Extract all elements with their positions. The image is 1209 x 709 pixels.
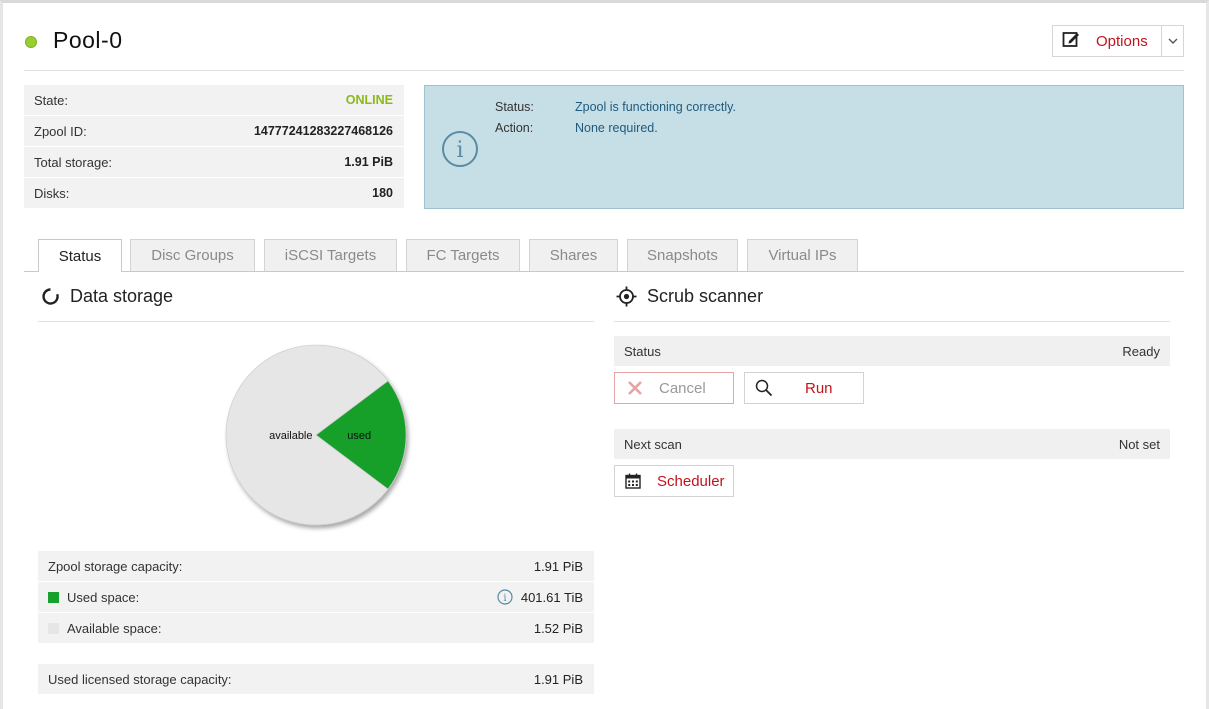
total-storage-value: 1.91 PiB: [344, 155, 393, 169]
chevron-down-icon: [1168, 38, 1177, 44]
run-button[interactable]: Run: [744, 372, 864, 404]
info-label: Disks:: [34, 185, 70, 201]
section-divider: [38, 321, 594, 322]
svg-text:i: i: [456, 138, 463, 163]
data-storage-heading: Data storage: [41, 286, 173, 307]
tab-fc-targets[interactable]: FC Targets: [406, 239, 520, 271]
tab-iscsi-targets[interactable]: iSCSI Targets: [264, 239, 397, 271]
tab-virtual-ips[interactable]: Virtual IPs: [747, 239, 858, 271]
info-icon[interactable]: i: [497, 589, 513, 605]
next-scan-label: Next scan: [624, 436, 682, 452]
tab-shares[interactable]: Shares: [529, 239, 618, 271]
scrub-scanner-title: Scrub scanner: [647, 286, 764, 306]
zpool-capacity-value: 1.91 PiB: [533, 558, 583, 574]
pie-slice-used: [315, 380, 407, 490]
cancel-button[interactable]: Cancel: [614, 372, 734, 404]
info-row-state: State: ONLINE: [24, 85, 404, 115]
info-label: State:: [34, 92, 68, 108]
pool-status-indicator: [25, 36, 37, 48]
tab-bar: Status Disc Groups iSCSI Targets FC Targ…: [24, 239, 1184, 272]
status-alert: i Status: Zpool is functioning correctly…: [424, 85, 1184, 209]
pie-label-available: available: [269, 430, 312, 442]
tab-disc-groups[interactable]: Disc Groups: [130, 239, 255, 271]
info-label: Zpool ID:: [34, 123, 87, 139]
available-space-row: Available space: 1.52 PiB: [38, 613, 594, 643]
info-row-disks: Disks: 180: [24, 178, 404, 208]
info-row-total-storage: Total storage: 1.91 PiB: [24, 147, 404, 177]
scheduler-button[interactable]: Scheduler: [614, 465, 734, 497]
used-space-row: Used space: i 401.61 TiB: [38, 582, 594, 612]
options-button[interactable]: Options: [1053, 26, 1161, 56]
alert-action-value: None required.: [575, 120, 658, 135]
zpool-capacity-label: Zpool storage capacity:: [48, 558, 183, 574]
run-label: Run: [805, 379, 833, 397]
storage-pie-chart: used available: [220, 340, 420, 540]
header-divider: [24, 70, 1184, 71]
alert-action-label: Action:: [495, 120, 534, 135]
search-icon: [755, 379, 773, 397]
scrub-scanner-heading: Scrub scanner: [616, 286, 763, 307]
pie-slice-available: [225, 344, 389, 526]
alert-status-value: Zpool is functioning correctly.: [575, 99, 736, 114]
available-space-label: Available space:: [67, 620, 162, 636]
scheduler-label: Scheduler: [657, 472, 725, 490]
options-label: Options: [1096, 32, 1148, 50]
section-divider: [614, 321, 1170, 322]
edit-icon: [1062, 30, 1080, 53]
tab-status[interactable]: Status: [38, 239, 122, 272]
alert-status-label: Status:: [495, 99, 534, 114]
available-legend-swatch: [48, 622, 59, 634]
licensed-capacity-value: 1.91 PiB: [533, 671, 583, 687]
next-scan-row: Next scan Not set: [614, 429, 1170, 459]
page-title: Pool-0: [53, 27, 123, 53]
info-row-zpool-id: Zpool ID: 14777241283227468126: [24, 116, 404, 146]
data-storage-title: Data storage: [70, 286, 174, 306]
info-label: Total storage:: [34, 154, 113, 170]
close-icon: [628, 381, 642, 395]
options-dropdown-toggle[interactable]: [1161, 26, 1183, 56]
licensed-capacity-table: Used licensed storage capacity: 1.91 PiB: [38, 664, 594, 695]
zpool-id-value: 14777241283227468126: [253, 124, 393, 138]
used-space-value: 401.61 TiB: [520, 589, 583, 605]
licensed-capacity-label: Used licensed storage capacity:: [48, 671, 232, 687]
next-scan-value: Not set: [1118, 436, 1160, 452]
info-icon: i: [441, 130, 479, 173]
disks-value: 180: [372, 186, 393, 200]
options-dropdown[interactable]: Options: [1052, 25, 1184, 57]
scrub-status-row: Status Ready: [614, 336, 1170, 366]
pie-label-used: used: [347, 430, 371, 442]
zpool-capacity-row: Zpool storage capacity: 1.91 PiB: [38, 551, 594, 581]
target-icon: [616, 286, 637, 307]
svg-text:i: i: [503, 593, 506, 604]
pool-info-table: State: ONLINE Zpool ID: 1477724128322746…: [24, 85, 404, 209]
scrub-status-label: Status: [624, 343, 661, 359]
capacity-table: Zpool storage capacity: 1.91 PiB Used sp…: [38, 551, 594, 644]
used-legend-swatch: [48, 591, 59, 603]
cancel-label: Cancel: [659, 379, 706, 397]
available-space-value: 1.52 PiB: [533, 620, 583, 636]
licensed-capacity-row: Used licensed storage capacity: 1.91 PiB: [38, 664, 594, 694]
used-space-label: Used space:: [67, 589, 140, 605]
scrub-status-value: Ready: [1122, 343, 1160, 359]
refresh-icon: [42, 288, 59, 305]
calendar-icon: [625, 473, 641, 489]
tab-snapshots[interactable]: Snapshots: [627, 239, 738, 271]
state-value: ONLINE: [345, 93, 393, 107]
